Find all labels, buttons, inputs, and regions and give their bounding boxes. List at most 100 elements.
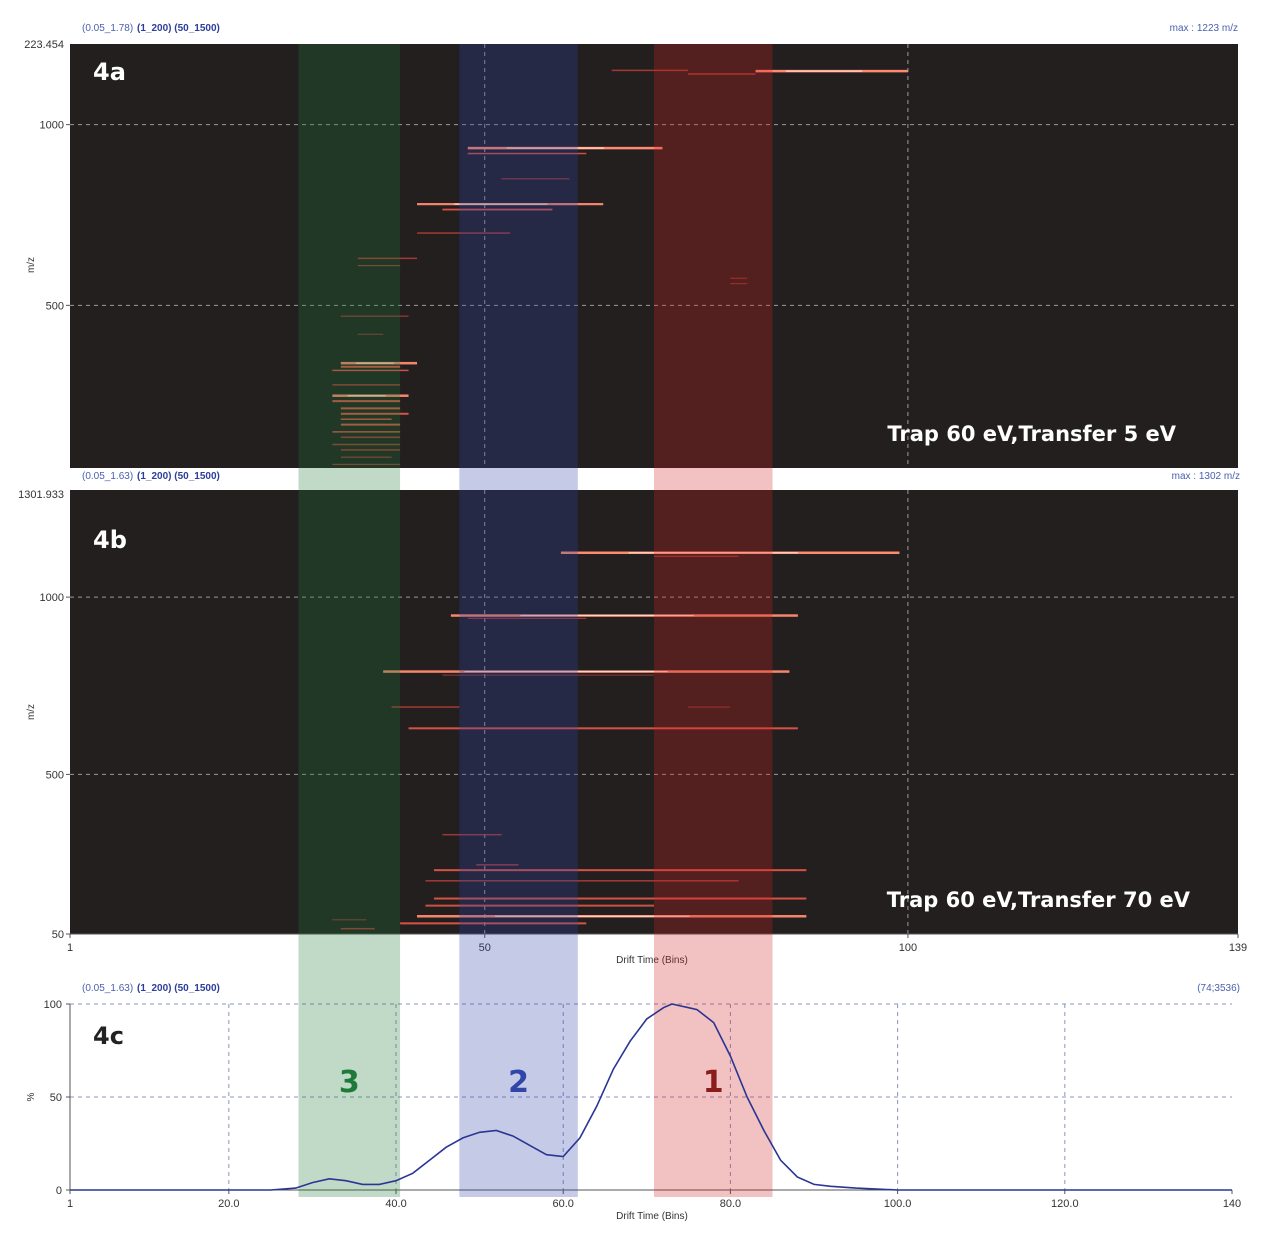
panel-4a-condition: Trap 60 eV,Transfer 5 eV xyxy=(887,422,1176,446)
x-tick-label: 120.0 xyxy=(1051,1198,1079,1210)
heatmap-trace xyxy=(332,463,401,465)
heatmap-trace-core xyxy=(356,362,395,364)
heatmap-trace xyxy=(332,919,367,921)
panel-4b-y-ticks: 1000 500 50 xyxy=(40,592,70,941)
y-tick-label: 1000 xyxy=(40,592,64,604)
heatmap-trace xyxy=(476,864,519,866)
panel-4b-x-ticks: 1 50 100 139 xyxy=(67,934,1247,954)
heatmap-trace xyxy=(357,264,401,267)
panel-4b-condition: Trap 60 eV,Transfer 70 eV xyxy=(887,888,1191,912)
heatmap-trace-core xyxy=(786,70,863,72)
heatmap-trace-core xyxy=(347,395,386,397)
heatmap-trace xyxy=(340,407,401,410)
heatmap-trace xyxy=(357,257,418,260)
y-tick-label: 50 xyxy=(50,1092,62,1104)
x-tick-label: 40.0 xyxy=(385,1198,406,1210)
x-tick-label: 140 xyxy=(1223,1198,1241,1210)
drift-region-3 xyxy=(298,44,401,1197)
heatmap-trace-core xyxy=(628,552,798,554)
drift-regions: 3 2 1 xyxy=(298,44,773,1197)
x-tick-label: 100 xyxy=(899,942,917,954)
heatmap-trace xyxy=(425,904,654,907)
panel-4a-plot-area xyxy=(70,44,1238,468)
heatmap-trace-core xyxy=(520,614,694,617)
drift-region-label-3: 3 xyxy=(339,1065,360,1100)
panel-4c-x-ticks: 1 20.0 40.0 60.0 80.0 100.0 120.0 140 xyxy=(67,1190,1241,1210)
heatmap-trace xyxy=(467,617,587,619)
panel-4b-y-top: 1301.933 xyxy=(18,489,64,501)
panel-4a-label: 4a xyxy=(93,58,126,86)
panel-4b-header-plain: (0.05_1.63) xyxy=(82,471,133,482)
panel-4c-header-bold: (1_200) (50_1500) xyxy=(137,983,220,994)
heatmap-trace xyxy=(340,927,375,930)
heatmap-trace-core xyxy=(454,203,548,205)
panel-4b: (0.05_1.63) (1_200) (50_1500) max : 1302… xyxy=(18,471,1247,966)
panel-4b-traces xyxy=(332,551,900,930)
heatmap-trace xyxy=(340,315,409,317)
heatmap-trace xyxy=(332,384,401,386)
panel-4c-coord: (74;3536) xyxy=(1197,983,1240,994)
heatmap-trace xyxy=(687,73,756,75)
panel-4a-ylabel: m/z xyxy=(26,257,37,273)
heatmap-trace xyxy=(501,178,570,180)
heatmap-trace xyxy=(340,449,401,451)
heatmap-trace xyxy=(442,208,553,211)
heatmap-trace xyxy=(340,418,392,420)
heatmap-trace xyxy=(467,152,587,155)
heatmap-trace xyxy=(425,880,739,882)
panel-4c-header-plain: (0.05_1.63) xyxy=(82,983,133,994)
drift-region-label-2: 2 xyxy=(508,1065,529,1100)
panel-4c-xlabel: Drift Time (Bins) xyxy=(616,1211,688,1222)
heatmap-trace-core xyxy=(506,147,605,149)
panel-4a-y-ticks: 1000 500 xyxy=(40,120,70,312)
panel-4c-series xyxy=(70,1003,1232,1191)
x-tick-label: 80.0 xyxy=(720,1198,741,1210)
panel-4b-ylabel: m/z xyxy=(26,704,37,720)
heatmap-trace xyxy=(340,456,392,458)
y-tick-label: 1000 xyxy=(40,120,64,132)
panel-4a-traces xyxy=(332,69,908,465)
x-tick-label: 20.0 xyxy=(218,1198,239,1210)
heatmap-trace xyxy=(433,869,807,872)
heatmap-trace xyxy=(611,69,688,72)
heatmap-trace xyxy=(340,365,401,368)
panel-4c-grid xyxy=(70,1003,1232,1190)
panel-4c-label: 4c xyxy=(93,1022,124,1050)
x-tick-label: 1 xyxy=(67,1198,73,1210)
heatmap-trace xyxy=(687,706,731,708)
heatmap-trace xyxy=(654,555,739,557)
panel-4a-grid xyxy=(70,44,1238,468)
y-tick-label: 500 xyxy=(46,769,64,781)
heatmap-trace xyxy=(340,436,401,439)
panel-4b-label: 4b xyxy=(93,526,127,554)
drift-region-1 xyxy=(654,44,773,1197)
x-tick-label: 100.0 xyxy=(884,1198,912,1210)
heatmap-trace-core xyxy=(494,915,690,917)
heatmap-trace xyxy=(391,706,460,708)
panel-4a-header-bold: (1_200) (50_1500) xyxy=(137,23,220,34)
heatmap-trace xyxy=(417,232,511,234)
panel-4b-header-bold: (1_200) (50_1500) xyxy=(137,471,220,482)
heatmap-trace-core xyxy=(464,670,668,673)
y-tick-label: 50 xyxy=(52,929,64,941)
panel-4b-plot-area xyxy=(70,490,1238,934)
panel-4b-max: max : 1302 m/z xyxy=(1172,471,1240,482)
drift-region-label-1: 1 xyxy=(703,1065,724,1100)
x-tick-label: 139 xyxy=(1229,942,1247,954)
x-tick-label: 1 xyxy=(67,942,73,954)
heatmap-trace xyxy=(332,443,401,446)
heatmap-trace xyxy=(400,922,587,925)
mobilogram-line xyxy=(70,1003,1232,1191)
shared-x-label: Drift Time (Bins) xyxy=(616,955,688,966)
panel-4c-y-ticks: 0 50 100 xyxy=(44,999,70,1197)
panel-4a-max: max : 1223 m/z xyxy=(1170,23,1238,34)
heatmap-trace xyxy=(408,727,798,730)
heatmap-trace xyxy=(730,277,748,279)
heatmap-trace xyxy=(357,333,384,335)
heatmap-trace xyxy=(332,369,409,372)
panel-4a-header-plain: (0.05_1.78) xyxy=(82,23,133,34)
heatmap-trace xyxy=(442,833,502,836)
y-tick-label: 500 xyxy=(46,300,64,312)
x-tick-label: 60.0 xyxy=(553,1198,574,1210)
